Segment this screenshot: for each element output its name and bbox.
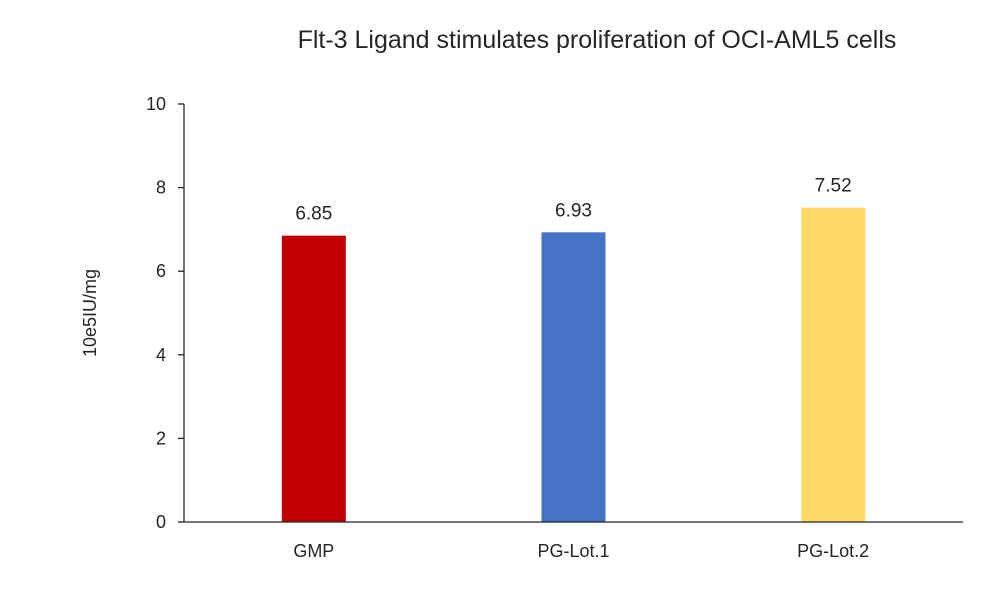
bars bbox=[281, 207, 866, 523]
data-label: 7.52 bbox=[815, 176, 852, 197]
y-tick-label: 6 bbox=[156, 261, 166, 281]
data-labels: 6.85 6.93 7.52 bbox=[295, 176, 851, 225]
data-label: 6.93 bbox=[555, 200, 592, 221]
y-tick-label: 8 bbox=[156, 178, 166, 198]
x-tick-label: PG-Lot.1 bbox=[537, 541, 609, 561]
x-tick-label: GMP bbox=[293, 541, 334, 561]
y-tick-label: 0 bbox=[156, 512, 166, 532]
bar bbox=[541, 232, 606, 523]
y-axis-ticks: 0 2 4 6 8 10 bbox=[146, 94, 184, 532]
chart-title: Flt-3 Ligand stimulates proliferation of… bbox=[298, 26, 897, 54]
x-tick-label: PG-Lot.2 bbox=[797, 541, 869, 561]
bar bbox=[801, 207, 866, 522]
y-tick-label: 2 bbox=[156, 428, 166, 448]
y-axis-title: 10e5IU/mg bbox=[80, 269, 100, 357]
data-label: 6.85 bbox=[295, 204, 332, 225]
y-tick-label: 4 bbox=[156, 345, 166, 365]
y-tick-label: 10 bbox=[146, 94, 166, 114]
x-axis-category-labels: GMP PG-Lot.1 PG-Lot.2 bbox=[293, 541, 869, 561]
bar bbox=[281, 235, 346, 523]
